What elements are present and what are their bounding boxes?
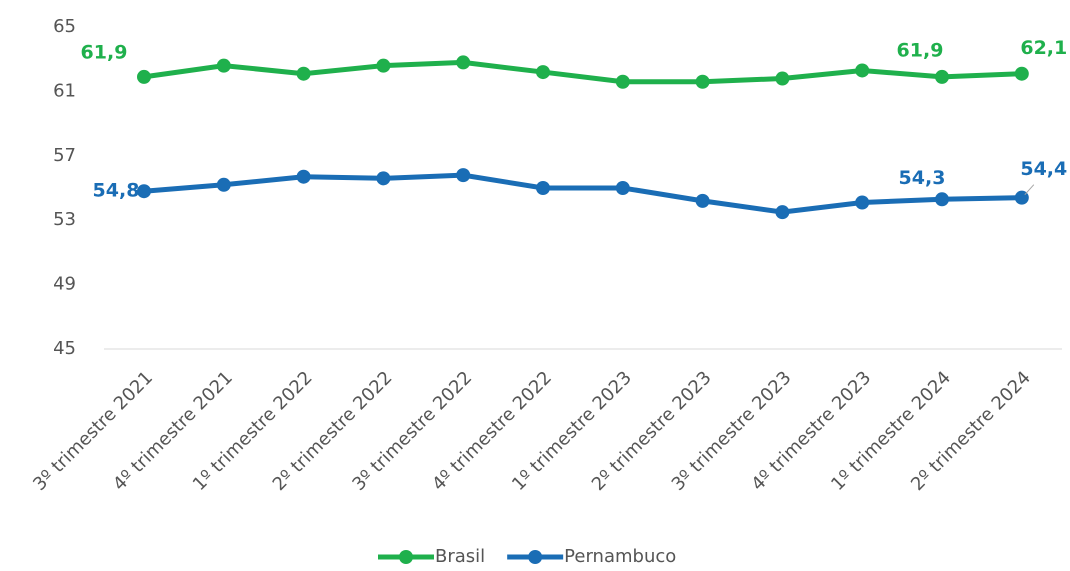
- series-line: [143, 172, 1022, 215]
- legend-label: Brasil: [435, 546, 485, 567]
- data-label: 61,9: [81, 41, 128, 63]
- data-point: [935, 69, 949, 84]
- data-label: 54,3: [899, 167, 946, 189]
- data-point: [536, 181, 550, 195]
- legend-marker: [528, 550, 543, 564]
- legend-label: Pernambuco: [564, 546, 676, 567]
- data-point: [376, 171, 391, 186]
- data-label: 62,1: [1020, 37, 1067, 59]
- data-point: [137, 184, 151, 199]
- series-line: [143, 59, 1022, 85]
- data-point: [137, 69, 151, 84]
- data-point: [216, 58, 231, 73]
- data-point: [296, 169, 311, 184]
- y-tick-label: 45: [53, 338, 76, 359]
- data-label: 54,4: [1020, 158, 1067, 180]
- y-tick-label: 57: [53, 145, 76, 166]
- y-tick-label: 53: [53, 209, 76, 230]
- data-label: 61,9: [897, 39, 944, 61]
- data-point: [855, 195, 870, 210]
- data-point: [695, 193, 710, 208]
- data-point: [855, 63, 870, 78]
- legend-marker: [399, 550, 413, 564]
- y-tick-label: 49: [53, 274, 76, 295]
- data-point: [1014, 66, 1029, 81]
- y-tick-label: 61: [53, 80, 76, 101]
- data-point: [935, 192, 949, 207]
- data-point: [775, 205, 790, 220]
- leader-line: [1024, 184, 1035, 195]
- y-tick-label: 65: [53, 16, 76, 37]
- data-point: [615, 74, 630, 89]
- data-point: [695, 74, 710, 89]
- data-point: [536, 65, 550, 80]
- data-point: [456, 168, 471, 183]
- data-point: [456, 55, 471, 70]
- data-point: [296, 66, 311, 81]
- data-point: [615, 181, 630, 195]
- data-point: [775, 71, 790, 86]
- data-point: [216, 177, 231, 192]
- data-label: 54,8: [93, 180, 140, 202]
- data-point: [376, 58, 391, 73]
